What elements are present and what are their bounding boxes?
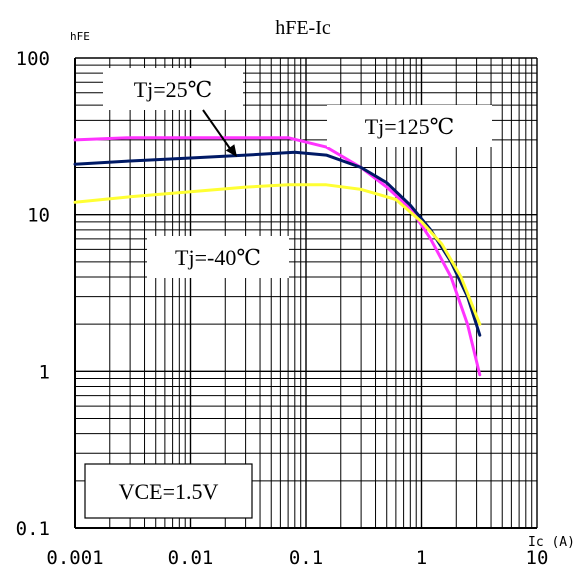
annotation-label: Tj=25℃ — [134, 77, 213, 102]
x-tick-label: 0.1 — [289, 547, 323, 569]
y-axis-label: hFE — [70, 30, 90, 43]
x-tick-label: 0.001 — [46, 547, 103, 569]
y-tick-label: 1 — [39, 361, 50, 383]
chart-title: hFE-Ic — [275, 17, 331, 39]
annotation-label: Tj=-40℃ — [175, 245, 261, 270]
x-axis-label: Ic (A) — [528, 535, 575, 550]
annotation-box — [327, 105, 492, 147]
y-tick-label: 0.1 — [16, 518, 50, 540]
x-tick-label: 10 — [526, 547, 549, 569]
annotation-box — [103, 68, 243, 110]
annotation-box — [84, 463, 253, 519]
tick-label-layer: 0.001 0.01 0.1 1 10 0.1 1 10 100 — [16, 48, 549, 569]
frame-layer — [74, 57, 538, 529]
series-layer — [73, 136, 482, 377]
y-tick-label: 10 — [27, 205, 50, 227]
x-tick-label: 1 — [416, 547, 427, 569]
annotation-arrowhead — [225, 144, 237, 157]
y-tick-label: 100 — [16, 48, 50, 70]
annotation-box — [147, 236, 289, 278]
annotation-label: Tj=125℃ — [365, 114, 455, 139]
annotation-layer: Tj=25℃ Tj=125℃ Tj=-40℃ VCE=1.5V — [84, 68, 492, 519]
series-line-2 — [73, 183, 482, 326]
x-tick-label: 0.01 — [168, 547, 214, 569]
annotation-arrow-line — [202, 109, 232, 151]
annotation-label: VCE=1.5V — [119, 479, 219, 504]
